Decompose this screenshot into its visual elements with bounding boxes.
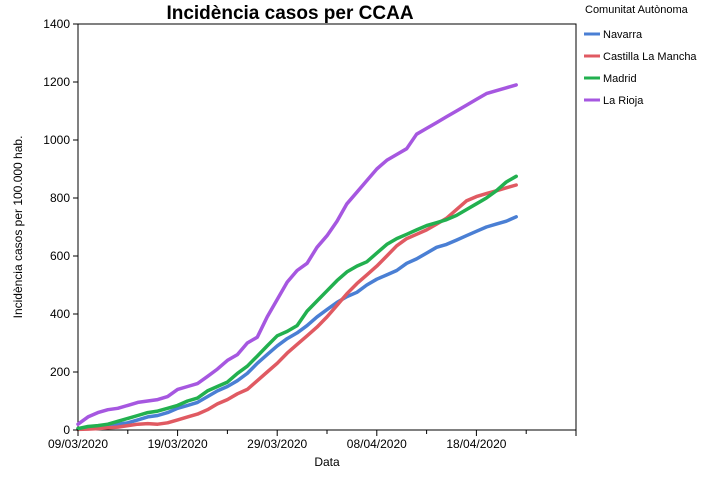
y-tick-label: 1000 <box>43 133 70 147</box>
plot-lines <box>76 83 518 432</box>
plot-frame <box>77 23 577 431</box>
legend-title: Comunitat Autònoma <box>585 4 689 16</box>
legend-label: Navarra <box>603 29 643 41</box>
x-tick-label: 18/04/2020 <box>446 437 506 451</box>
y-axis: 0 200 400 600 800 1000 1200 1400 <box>43 17 78 437</box>
y-tick-label: 800 <box>50 191 70 205</box>
y-tick-label: 200 <box>50 365 70 379</box>
legend-label: La Rioja <box>603 95 644 107</box>
x-tick-label: 19/03/2020 <box>148 437 208 451</box>
chart-title: Incidència casos per CCAA <box>166 3 413 24</box>
legend: Comunitat Autònoma Navarra Castilla La Ma… <box>584 4 697 107</box>
y-tick-label: 400 <box>50 307 70 321</box>
y-axis-title: Incidència casos per 100.000 hab. <box>11 136 25 319</box>
series-line-madrid <box>76 174 518 431</box>
x-axis: 09/03/2020 19/03/2020 29/03/2020 08/04/2020… <box>48 430 577 451</box>
legend-label: Madrid <box>603 73 637 85</box>
x-tick-label: 08/04/2020 <box>347 437 407 451</box>
y-tick-label: 0 <box>63 423 70 437</box>
series-line-navarra <box>76 215 518 431</box>
y-tick-label: 1400 <box>43 17 70 31</box>
y-tick-label: 1200 <box>43 75 70 89</box>
x-tick-label: 09/03/2020 <box>48 437 108 451</box>
x-tick-label: 29/03/2020 <box>247 437 307 451</box>
x-axis-title: Data <box>314 455 340 469</box>
y-tick-label: 600 <box>50 249 70 263</box>
legend-label: Castilla La Mancha <box>603 51 697 63</box>
series-line-la-rioja <box>76 83 518 426</box>
